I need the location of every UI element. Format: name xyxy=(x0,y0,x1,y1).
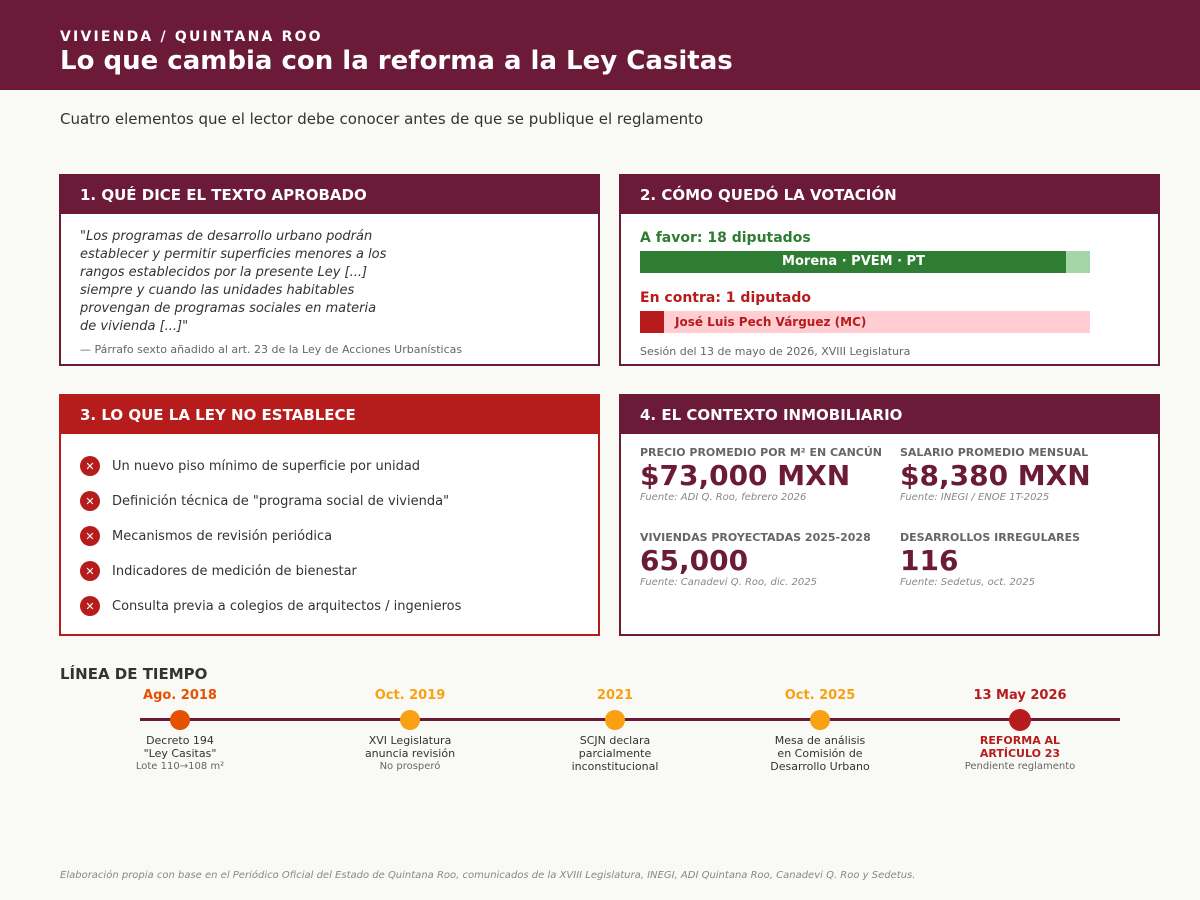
quote-line: provengan de programas sociales en mater… xyxy=(80,301,377,316)
timeline-date: Oct. 2025 xyxy=(784,688,856,703)
session-note: Sesión del 13 de mayo de 2026, XVIII Leg… xyxy=(640,345,911,358)
timeline-line: SCJN declara xyxy=(579,734,651,747)
card-vote-result: 2. CÓMO QUEDÓ LA VOTACIÓN A favor: 18 di… xyxy=(619,174,1160,366)
stat-value: 116 xyxy=(900,544,959,577)
list-item-text: Mecanismos de revisión periódica xyxy=(112,528,333,544)
timeline-line: REFORMA AL xyxy=(979,734,1061,747)
list-item: ✕ Indicadores de medición de bienestar xyxy=(80,561,357,581)
votes-against-fill xyxy=(640,311,664,333)
x-circle-icon: ✕ xyxy=(80,491,100,511)
timeline-line: "Ley Casitas" xyxy=(143,747,217,760)
quote-line: de vivienda [...]" xyxy=(80,319,189,334)
stat-label: DESARROLLOS IRREGULARES xyxy=(900,531,1081,544)
page-subtitle: Cuatro elementos que el lector debe cono… xyxy=(60,110,704,128)
timeline-description: Mesa de análisis en Comisión de Desarrollo… xyxy=(740,734,900,773)
stat-label: PRECIO PROMEDIO POR M² EN CANCÚN xyxy=(640,446,882,459)
x-circle-icon: ✕ xyxy=(80,456,100,476)
timeline-line: en Comisión de xyxy=(777,747,863,760)
footer-sources: Elaboración propia con base en el Periód… xyxy=(60,870,916,881)
stat-value: 65,000 xyxy=(640,544,749,577)
list-item-text: Un nuevo piso mínimo de superficie por u… xyxy=(112,458,421,474)
list-item: ✕ Un nuevo piso mínimo de superficie por… xyxy=(80,456,420,476)
timeline-line: Mesa de análisis xyxy=(774,734,866,747)
card-approved-text: 1. QUÉ DICE EL TEXTO APROBADO "Los progr… xyxy=(59,174,600,366)
quote-line: siempre y cuando las unidades habitables xyxy=(80,283,355,298)
stat-value: $8,380 MXN xyxy=(900,459,1091,492)
card-real-estate-context: 4. EL CONTEXTO INMOBILIARIO PRECIO PROME… xyxy=(619,394,1160,636)
timeline-marker xyxy=(1009,709,1031,731)
stat-block: SALARIO PROMEDIO MENSUAL $8,380 MXN Fuen… xyxy=(900,446,1091,503)
timeline-date: 2021 xyxy=(596,688,634,703)
votes-against-bar: José Luis Pech Várguez (MC) xyxy=(640,311,1090,333)
timeline-date: Oct. 2019 xyxy=(374,688,446,703)
section-kicker: VIVIENDA / QUINTANA ROO xyxy=(60,29,323,45)
list-item-text: Consulta previa a colegios de arquitecto… xyxy=(112,598,462,614)
list-item-text: Definición técnica de "programa social d… xyxy=(112,493,450,509)
stat-block: VIVIENDAS PROYECTADAS 2025-2028 65,000 F… xyxy=(640,531,871,588)
stat-block: PRECIO PROMEDIO POR M² EN CANCÚN $73,000… xyxy=(640,446,882,503)
votes-for-label: A favor: 18 diputados xyxy=(640,230,811,246)
votes-for-fill xyxy=(640,251,1066,273)
timeline-line: Desarrollo Urbano xyxy=(770,760,870,773)
votes-against-label: En contra: 1 diputado xyxy=(640,290,812,306)
card-missing-provisions: 3. LO QUE LA LEY NO ESTABLECE ✕ Un nuevo… xyxy=(59,394,600,636)
quote-line: establecer y permitir superficies menore… xyxy=(80,247,387,262)
stat-source: Fuente: ADI Q. Roo, febrero 2026 xyxy=(640,492,807,503)
quote-line: rangos establecidos por la presente Ley … xyxy=(80,265,368,280)
timeline-note: Pendiente reglamento xyxy=(964,761,1076,772)
votes-for-bar: Morena · PVEM · PT xyxy=(640,251,1090,273)
card-title: 2. CÓMO QUEDÓ LA VOTACIÓN xyxy=(621,176,1158,214)
timeline-axis xyxy=(140,718,1120,721)
quote-source: — Párrafo sexto añadido al art. 23 de la… xyxy=(80,343,463,356)
header-banner: VIVIENDA / QUINTANA ROO Lo que cambia co… xyxy=(0,0,1200,90)
timeline-note: Lote 110→108 m² xyxy=(135,761,225,772)
timeline-marker xyxy=(400,710,420,730)
stat-label: SALARIO PROMEDIO MENSUAL xyxy=(900,446,1089,459)
timeline-line: anuncia revisión xyxy=(364,747,456,760)
page-title: Lo que cambia con la reforma a la Ley Ca… xyxy=(60,46,733,76)
list-item: ✕ Mecanismos de revisión periódica xyxy=(80,526,332,546)
timeline-line: XVI Legislatura xyxy=(368,734,452,747)
timeline-description: Decreto 194 "Ley Casitas" Lote 110→108 m² xyxy=(100,734,260,773)
timeline-description: SCJN declara parcialmente inconstitucional xyxy=(535,734,695,773)
stat-source: Fuente: Sedetus, oct. 2025 xyxy=(900,577,1035,588)
timeline-note: No prosperó xyxy=(379,761,441,772)
timeline-line: inconstitucional xyxy=(571,760,659,773)
stat-block: DESARROLLOS IRREGULARES 116 Fuente: Sede… xyxy=(900,531,1080,588)
timeline-date: Ago. 2018 xyxy=(143,688,217,703)
stat-source: Fuente: Canadevi Q. Roo, dic. 2025 xyxy=(640,577,817,588)
timeline-title: LÍNEA DE TIEMPO xyxy=(60,665,208,683)
quote-line: "Los programas de desarrollo urbano podr… xyxy=(80,229,373,244)
x-circle-icon: ✕ xyxy=(80,596,100,616)
card-title: 3. LO QUE LA LEY NO ESTABLECE xyxy=(61,396,598,434)
timeline-marker xyxy=(810,710,830,730)
timeline-line: Decreto 194 xyxy=(146,734,214,747)
list-item-text: Indicadores de medición de bienestar xyxy=(112,563,357,579)
timeline-marker xyxy=(170,710,190,730)
stat-source: Fuente: INEGI / ENOE 1T-2025 xyxy=(900,492,1050,503)
timeline-line: parcialmente xyxy=(578,747,652,760)
timeline-description: XVI Legislatura anuncia revisión No prospe… xyxy=(330,734,490,773)
timeline-line: ARTÍCULO 23 xyxy=(979,747,1061,760)
votes-for-parties: Morena · PVEM · PT xyxy=(782,254,925,269)
timeline-date: 13 May 2026 xyxy=(973,688,1067,703)
list-item: ✕ Definición técnica de "programa social… xyxy=(80,491,449,511)
timeline-marker xyxy=(605,710,625,730)
timeline-description: REFORMA AL ARTÍCULO 23 Pendiente reglament… xyxy=(940,734,1100,773)
stat-label: VIVIENDAS PROYECTADAS 2025-2028 xyxy=(640,531,871,544)
x-circle-icon: ✕ xyxy=(80,526,100,546)
x-circle-icon: ✕ xyxy=(80,561,100,581)
card-title: 4. EL CONTEXTO INMOBILIARIO xyxy=(621,396,1158,434)
votes-against-name: José Luis Pech Várguez (MC) xyxy=(675,315,867,329)
list-item: ✕ Consulta previa a colegios de arquitec… xyxy=(80,596,461,616)
card-title: 1. QUÉ DICE EL TEXTO APROBADO xyxy=(61,176,598,214)
stat-value: $73,000 MXN xyxy=(640,459,851,492)
law-quote: "Los programas de desarrollo urbano podr… xyxy=(80,228,410,336)
